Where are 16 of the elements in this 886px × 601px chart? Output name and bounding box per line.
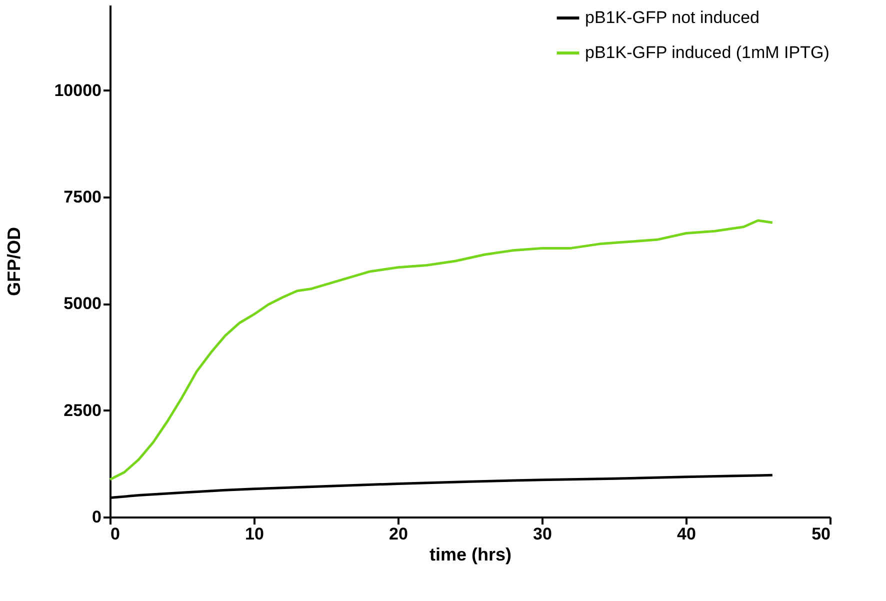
x-tick-label: 0: [110, 524, 120, 544]
y-tick-label: 2500: [64, 400, 102, 420]
x-tick-label: 20: [389, 524, 408, 544]
x-tick-label: 50: [812, 524, 830, 544]
x-tick-label: 10: [245, 524, 264, 544]
legend-label: pB1K-GFP not induced: [585, 8, 760, 27]
y-tick-label: 7500: [64, 188, 102, 206]
y-tick-label: 0: [92, 508, 102, 526]
line-series: [108, 219, 774, 481]
y-tick-label: 10000: [54, 80, 102, 100]
y-axis-title: GFP/OD: [4, 226, 24, 296]
x-tick-label: 40: [677, 524, 696, 544]
x-tick-label: 30: [533, 524, 552, 544]
y-tick-label: 5000: [64, 294, 102, 314]
x-axis-title: time (hrs): [429, 544, 512, 564]
legend-label: pB1K-GFP induced (1mM IPTG): [585, 43, 830, 62]
